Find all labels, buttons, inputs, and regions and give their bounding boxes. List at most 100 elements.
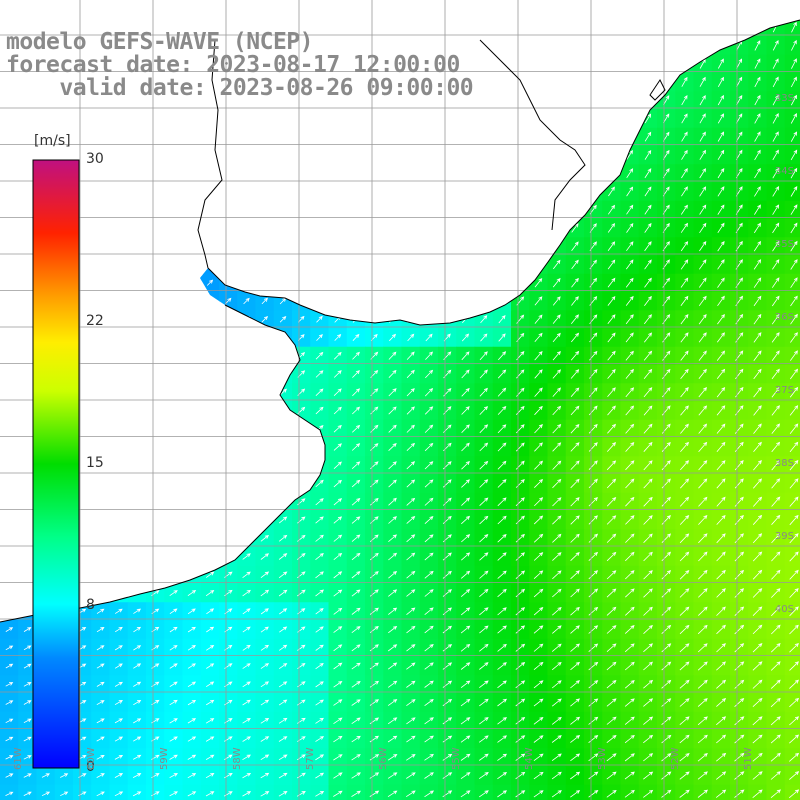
wind-arrow [717,240,725,252]
speed-cell [365,456,384,476]
wind-arrow [607,222,616,233]
speed-cell [511,511,530,530]
speed-cell [346,748,366,768]
speed-cell [711,419,731,439]
speed-cell [328,565,348,585]
speed-cell [456,438,476,457]
wind-arrow [406,607,416,616]
speed-cell [711,164,731,184]
speed-cell [565,492,585,512]
speed-cell [146,675,165,695]
wind-arrow [497,369,507,379]
wind-arrow [679,716,690,726]
wind-arrow [789,368,799,380]
wind-arrow [242,772,252,779]
wind-arrow [643,606,653,616]
wind-arrow [333,571,343,579]
speed-cell [492,675,512,695]
speed-cell [200,584,220,603]
wind-arrow [680,259,689,270]
wind-arrow [315,351,324,360]
speed-cell [456,638,476,658]
speed-cell [693,73,713,92]
speed-cell [784,36,800,56]
speed-cell [675,529,695,549]
speed-cell [346,383,366,403]
speed-cell [657,255,676,275]
speed-cell [182,730,202,749]
wind-arrow [679,551,690,562]
speed-cell [346,365,366,384]
speed-cell [784,146,800,165]
wind-arrow [680,295,689,307]
wind-arrow [789,661,799,671]
wind-arrow [461,406,470,415]
speed-cell [784,219,800,238]
wind-arrow [534,296,543,306]
wind-arrow [753,277,762,288]
wind-arrow [679,734,690,744]
wind-arrow [369,552,379,561]
speed-cell [547,401,567,421]
speed-cell [711,365,731,384]
wind-arrow [243,297,250,305]
speed-cell [219,748,238,768]
wind-arrow [388,589,398,597]
wind-arrow [316,334,323,341]
wind-arrow [351,607,361,615]
wind-arrow [588,515,598,525]
wind-arrow [479,643,489,652]
wind-arrow [461,424,470,433]
speed-cell [565,529,585,549]
wind-arrow [626,241,634,252]
wind-arrow [478,771,489,780]
wind-arrow [570,515,580,525]
speed-cell [584,456,603,476]
wind-arrow [114,700,123,706]
wind-arrow [643,314,652,325]
wind-arrow [315,589,324,597]
speed-cell [748,657,768,676]
speed-cell [492,657,512,676]
wind-arrow [205,571,215,578]
wind-arrow [588,533,599,543]
wind-arrow [570,442,580,452]
speed-cell [401,602,421,622]
speed-cell [620,565,640,585]
wind-arrow [23,755,32,760]
coastline [0,19,800,623]
wind-arrow [606,753,617,762]
wind-arrow [133,681,142,687]
speed-cell [346,784,366,800]
speed-cell [492,383,512,403]
wind-arrow [699,95,706,106]
wind-arrow [643,698,654,707]
speed-cell [766,584,786,603]
wind-arrow [497,588,507,598]
wind-arrow [460,607,471,616]
wind-arrow [260,663,270,669]
speed-cell [766,784,786,800]
wind-arrow [791,21,797,33]
wind-arrow [497,753,508,761]
speed-cell [419,419,439,439]
speed-cell [547,346,567,366]
wind-arrow [679,606,690,616]
wind-arrow [770,661,781,671]
speed-cell [109,602,129,622]
speed-cell [529,620,549,640]
speed-cell [365,784,384,800]
speed-cell [748,602,768,622]
wind-arrow [790,222,798,234]
speed-cell [620,164,640,184]
speed-cell [492,784,512,800]
wind-arrow [716,332,725,343]
wind-arrow [699,204,707,215]
wind-arrow [717,186,725,197]
wind-arrow [734,514,744,525]
wind-arrow [424,644,434,652]
wind-arrow [187,736,197,742]
wind-arrow [552,497,562,507]
speed-cell [730,146,749,165]
wind-arrow [206,626,215,633]
